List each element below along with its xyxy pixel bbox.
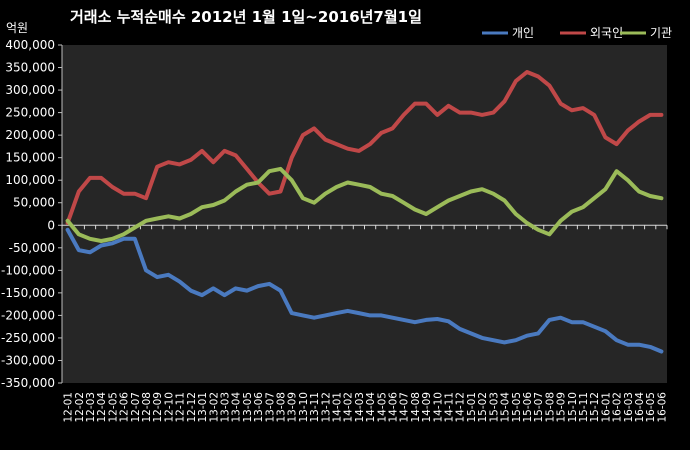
x-tick-label: 12-10 bbox=[163, 392, 175, 423]
x-tick-label: 13-12 bbox=[320, 392, 332, 423]
y-tick-label: -200,000 bbox=[1, 308, 55, 322]
y-tick-label: -100,000 bbox=[1, 263, 55, 277]
x-tick-label: 15-08 bbox=[544, 392, 556, 423]
x-tick-label: 12-12 bbox=[186, 392, 198, 423]
y-tick-label: 300,000 bbox=[5, 83, 55, 97]
chart-title: 거래소 누적순매수 2012년 1월 1일~2016년7월1일 bbox=[70, 8, 422, 26]
x-tick-label: 12-08 bbox=[141, 392, 153, 423]
series-layer bbox=[65, 70, 664, 354]
x-tick-label: 13-02 bbox=[208, 392, 220, 423]
x-tick-label: 15-05 bbox=[511, 392, 523, 423]
x-tick-label: 13-11 bbox=[309, 392, 321, 423]
x-tick-label: 16-03 bbox=[623, 392, 635, 423]
x-tick-label: 13-05 bbox=[242, 392, 254, 423]
y-tick-label: -50,000 bbox=[9, 241, 55, 255]
x-tick-label: 12-03 bbox=[85, 392, 97, 423]
x-tick-label: 13-08 bbox=[275, 392, 287, 423]
y-tick-label: 50,000 bbox=[13, 196, 55, 210]
y-tick-label: 400,000 bbox=[5, 38, 55, 52]
x-tick-label: 12-01 bbox=[63, 392, 75, 423]
x-tick-label: 16-04 bbox=[634, 392, 646, 423]
legend: 개인 외국인 기관 bbox=[482, 26, 672, 40]
series-line-1 bbox=[65, 227, 664, 354]
x-tick-label: 14-09 bbox=[421, 392, 433, 423]
x-tick-label: 13-07 bbox=[264, 392, 276, 423]
y-tick-label: 250,000 bbox=[5, 106, 55, 120]
x-tick-label: 14-01 bbox=[331, 392, 343, 423]
y-tick-label: -300,000 bbox=[1, 353, 55, 367]
x-tick-label: 14-04 bbox=[365, 392, 377, 423]
series-line-3 bbox=[65, 166, 664, 243]
x-tick-label: 15-11 bbox=[578, 392, 590, 423]
x-tick-label: 16-05 bbox=[645, 392, 657, 423]
x-tick-label: 14-11 bbox=[444, 392, 456, 423]
x-tick-label: 14-02 bbox=[343, 392, 355, 423]
x-tick-label: 16-01 bbox=[600, 392, 612, 423]
x-tick-label: 13-03 bbox=[219, 392, 231, 423]
series-line-2 bbox=[65, 70, 664, 225]
y-tick-label: 350,000 bbox=[5, 61, 55, 75]
x-tick-label: 15-01 bbox=[466, 392, 478, 423]
y-tick-label: 0 bbox=[47, 218, 55, 232]
legend-label-2: 외국인 bbox=[590, 26, 623, 40]
x-tick-label: 12-09 bbox=[152, 392, 164, 423]
x-tick-label: 14-12 bbox=[455, 392, 467, 423]
x-tick-label: 15-06 bbox=[522, 392, 534, 423]
x-tick-label: 16-06 bbox=[656, 392, 668, 423]
y-tick-label: 100,000 bbox=[5, 173, 55, 187]
y-tick-label: 150,000 bbox=[5, 151, 55, 165]
x-tick-label: 15-03 bbox=[488, 392, 500, 423]
y-axis: 400,000 350,000 300,000 250,000 200,000 150,0… bbox=[1, 38, 63, 390]
x-tick-label: 12-07 bbox=[130, 392, 142, 423]
x-tick-label: 15-12 bbox=[589, 392, 601, 423]
x-tick-label: 15-04 bbox=[500, 392, 512, 423]
x-tick-label: 15-09 bbox=[556, 392, 568, 423]
y-tick-label: -150,000 bbox=[1, 286, 55, 300]
x-tick-label: 14-05 bbox=[376, 392, 388, 423]
y-tick-label: 200,000 bbox=[5, 128, 55, 142]
legend-label-1: 개인 bbox=[512, 26, 534, 40]
x-tick-label: 13-04 bbox=[231, 392, 243, 423]
x-tick-label: 12-11 bbox=[175, 392, 187, 423]
x-tick-label: 12-05 bbox=[107, 392, 119, 423]
x-tick-label: 14-06 bbox=[388, 392, 400, 423]
x-tick-label: 13-01 bbox=[197, 392, 209, 423]
legend-label-3: 기관 bbox=[650, 26, 672, 40]
x-tick-label: 15-02 bbox=[477, 392, 489, 423]
x-tick-label: 15-07 bbox=[533, 392, 545, 423]
x-tick-label: 12-04 bbox=[96, 392, 108, 423]
x-tick-label: 13-06 bbox=[253, 392, 265, 423]
x-tick-label: 14-08 bbox=[410, 392, 422, 423]
x-tick-label: 13-10 bbox=[298, 392, 310, 423]
x-tick-label: 14-07 bbox=[399, 392, 411, 423]
x-tick-label: 16-02 bbox=[612, 392, 624, 423]
x-tick-label: 14-10 bbox=[432, 392, 444, 423]
y-tick-label: -250,000 bbox=[1, 331, 55, 345]
x-tick-label: 12-06 bbox=[119, 392, 131, 423]
x-tick-label: 12-02 bbox=[74, 392, 86, 423]
x-tick-label: 13-09 bbox=[287, 392, 299, 423]
x-axis: 12-01 12-02 12-03 12-04 12-05 12-06 12-07 12-08… bbox=[61, 224, 668, 423]
y-tick-label: -350,000 bbox=[1, 376, 55, 390]
plot-area bbox=[62, 45, 667, 383]
x-tick-label: 15-10 bbox=[567, 392, 579, 423]
unit-label: 억원 bbox=[6, 21, 28, 35]
x-tick-label: 14-03 bbox=[354, 392, 366, 423]
